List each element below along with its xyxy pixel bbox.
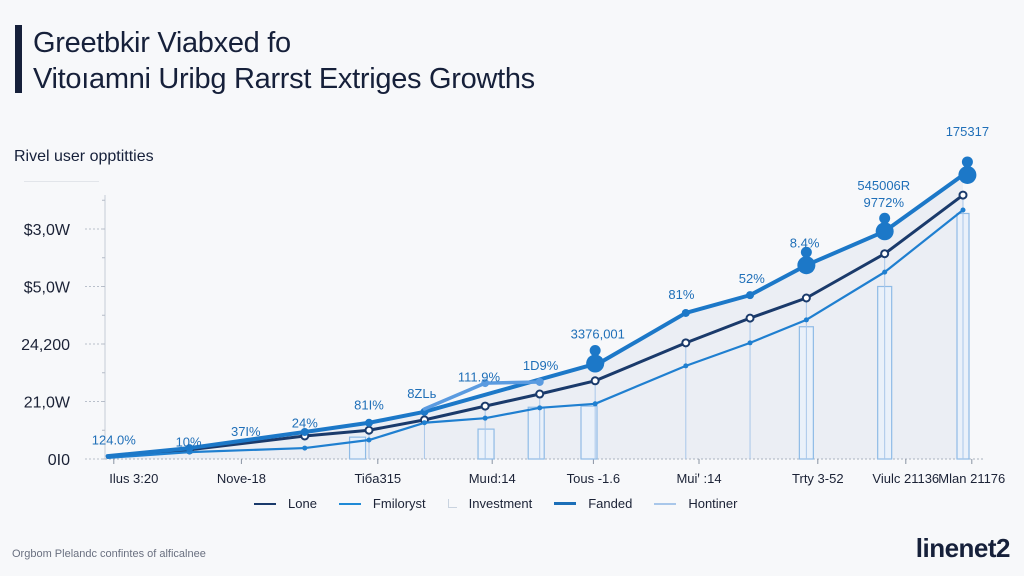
data-point-fmiloryst bbox=[747, 340, 753, 346]
x-tick-label: Ilus 3:20 bbox=[109, 471, 158, 486]
data-label: 9772% bbox=[864, 195, 905, 210]
data-label: 8.4% bbox=[790, 235, 820, 250]
data-point-fanded bbox=[365, 418, 373, 427]
x-tick-label: Muıd:14 bbox=[469, 471, 516, 486]
highlight-marker-head bbox=[589, 345, 601, 357]
data-point-lone bbox=[745, 313, 755, 323]
data-label: 1D9% bbox=[523, 358, 559, 373]
data-label: 37I% bbox=[231, 424, 261, 439]
x-tick-label: Viulc 21136 bbox=[872, 471, 939, 486]
data-label: 111.9% bbox=[458, 369, 501, 384]
data-point-fmiloryst bbox=[366, 437, 372, 443]
legend-swatch bbox=[554, 502, 577, 505]
data-point-fmiloryst bbox=[302, 445, 308, 451]
chart-title-line-1: Greetbkir Viabxed fo bbox=[33, 27, 291, 59]
data-point-lone bbox=[535, 389, 545, 399]
data-label: 8ZLь bbox=[407, 386, 436, 401]
legend-swatch bbox=[254, 502, 276, 505]
legend-label: Lone bbox=[288, 496, 317, 511]
data-point-lone bbox=[480, 401, 490, 411]
y-tick-label: 21,0W bbox=[24, 395, 71, 412]
highlight-marker bbox=[875, 222, 894, 241]
data-point-fmiloryst bbox=[960, 207, 966, 213]
highlight-marker-head bbox=[879, 212, 891, 224]
data-point-lone bbox=[801, 293, 811, 303]
area-fill bbox=[107, 174, 963, 459]
data-point-fmiloryst bbox=[592, 401, 598, 407]
data-label: 545006R bbox=[857, 178, 910, 193]
brand-logo: linenet2 bbox=[915, 533, 1011, 563]
data-point-lone bbox=[681, 338, 691, 348]
legend-item: Investment bbox=[447, 496, 533, 511]
x-tick-label: Tiбa315 bbox=[354, 471, 401, 486]
data-label: 3376,001 bbox=[571, 326, 625, 341]
data-point-hontiner bbox=[535, 377, 544, 386]
data-label: 124.0% bbox=[92, 433, 137, 448]
data-point-fanded bbox=[300, 427, 309, 436]
data-point-lone bbox=[958, 190, 968, 200]
data-label: 81% bbox=[668, 287, 694, 302]
highlight-marker bbox=[586, 354, 605, 373]
investment-bar bbox=[580, 405, 598, 460]
legend-label: Fanded bbox=[588, 496, 633, 511]
x-tick-label: Nove-18 bbox=[217, 471, 266, 486]
highlight-marker-head bbox=[961, 156, 973, 168]
x-tick-label: Mlan 21176 bbox=[938, 471, 1005, 486]
legend-label: Hontiner bbox=[688, 496, 738, 511]
legend-label: Fmiloryst bbox=[372, 496, 426, 511]
data-point-fmiloryst bbox=[683, 363, 689, 369]
data-point-hontiner bbox=[481, 379, 490, 388]
x-tick-label: Muiꞌ :14 bbox=[676, 471, 721, 486]
legend-label: Investment bbox=[468, 496, 533, 511]
legend-item: Lone bbox=[254, 496, 317, 511]
data-label: 52% bbox=[739, 271, 765, 286]
y-tick-label: $3,0W bbox=[24, 222, 71, 239]
highlight-marker-head bbox=[800, 246, 812, 258]
legend-item: Fanded bbox=[554, 496, 632, 511]
legend-item: Hontiner bbox=[654, 496, 737, 511]
chart-title: Greetbkir Viabxed fo Vitoıamni Uribg Rar… bbox=[33, 25, 535, 97]
data-label: 24% bbox=[292, 415, 318, 430]
highlight-marker bbox=[797, 256, 816, 275]
data-point-fanded bbox=[746, 291, 755, 300]
data-label: 81I% bbox=[354, 398, 384, 413]
investment-bar bbox=[477, 428, 495, 460]
chart-legend: Lone Fmiloryst Investment Fanded Hontiner bbox=[254, 496, 759, 511]
data-point-fmiloryst bbox=[803, 317, 809, 323]
legend-item: Fmiloryst bbox=[338, 496, 426, 511]
data-label: 10% bbox=[176, 434, 202, 449]
data-point-fmiloryst bbox=[482, 415, 488, 421]
chart-subtitle: Rivel user opptitties bbox=[14, 148, 154, 165]
data-point-fmiloryst bbox=[421, 420, 427, 426]
footer-note: Orgbom Plelandc confintes of alficalnee bbox=[12, 548, 206, 560]
data-point-fanded bbox=[681, 308, 690, 317]
data-point-lone bbox=[880, 249, 890, 259]
investment-bar bbox=[527, 406, 545, 460]
data-point-fanded bbox=[185, 444, 194, 453]
y-tick-label: 0I0 bbox=[48, 452, 70, 469]
x-tick-label: Tous -1.6 bbox=[567, 471, 620, 486]
subtitle-divider bbox=[24, 181, 99, 182]
legend-swatch bbox=[654, 502, 677, 505]
data-point-lone bbox=[364, 425, 374, 435]
data-point-lone bbox=[590, 376, 600, 386]
y-tick-label: 24,200 bbox=[21, 337, 70, 354]
highlight-marker bbox=[958, 165, 977, 184]
legend-swatch bbox=[338, 502, 361, 505]
data-label: 175317 bbox=[946, 124, 989, 139]
y-tick-label: $5,0W bbox=[24, 280, 71, 297]
title-accent-bar bbox=[15, 25, 22, 93]
data-point-fmiloryst bbox=[882, 269, 888, 275]
x-tick-label: Trty 3-52 bbox=[792, 471, 844, 486]
legend-swatch bbox=[447, 499, 457, 508]
data-point-fmiloryst bbox=[537, 405, 543, 411]
chart-title-line-2: Vitoıamni Uribg Rarrst Extriges Growths bbox=[33, 63, 535, 95]
